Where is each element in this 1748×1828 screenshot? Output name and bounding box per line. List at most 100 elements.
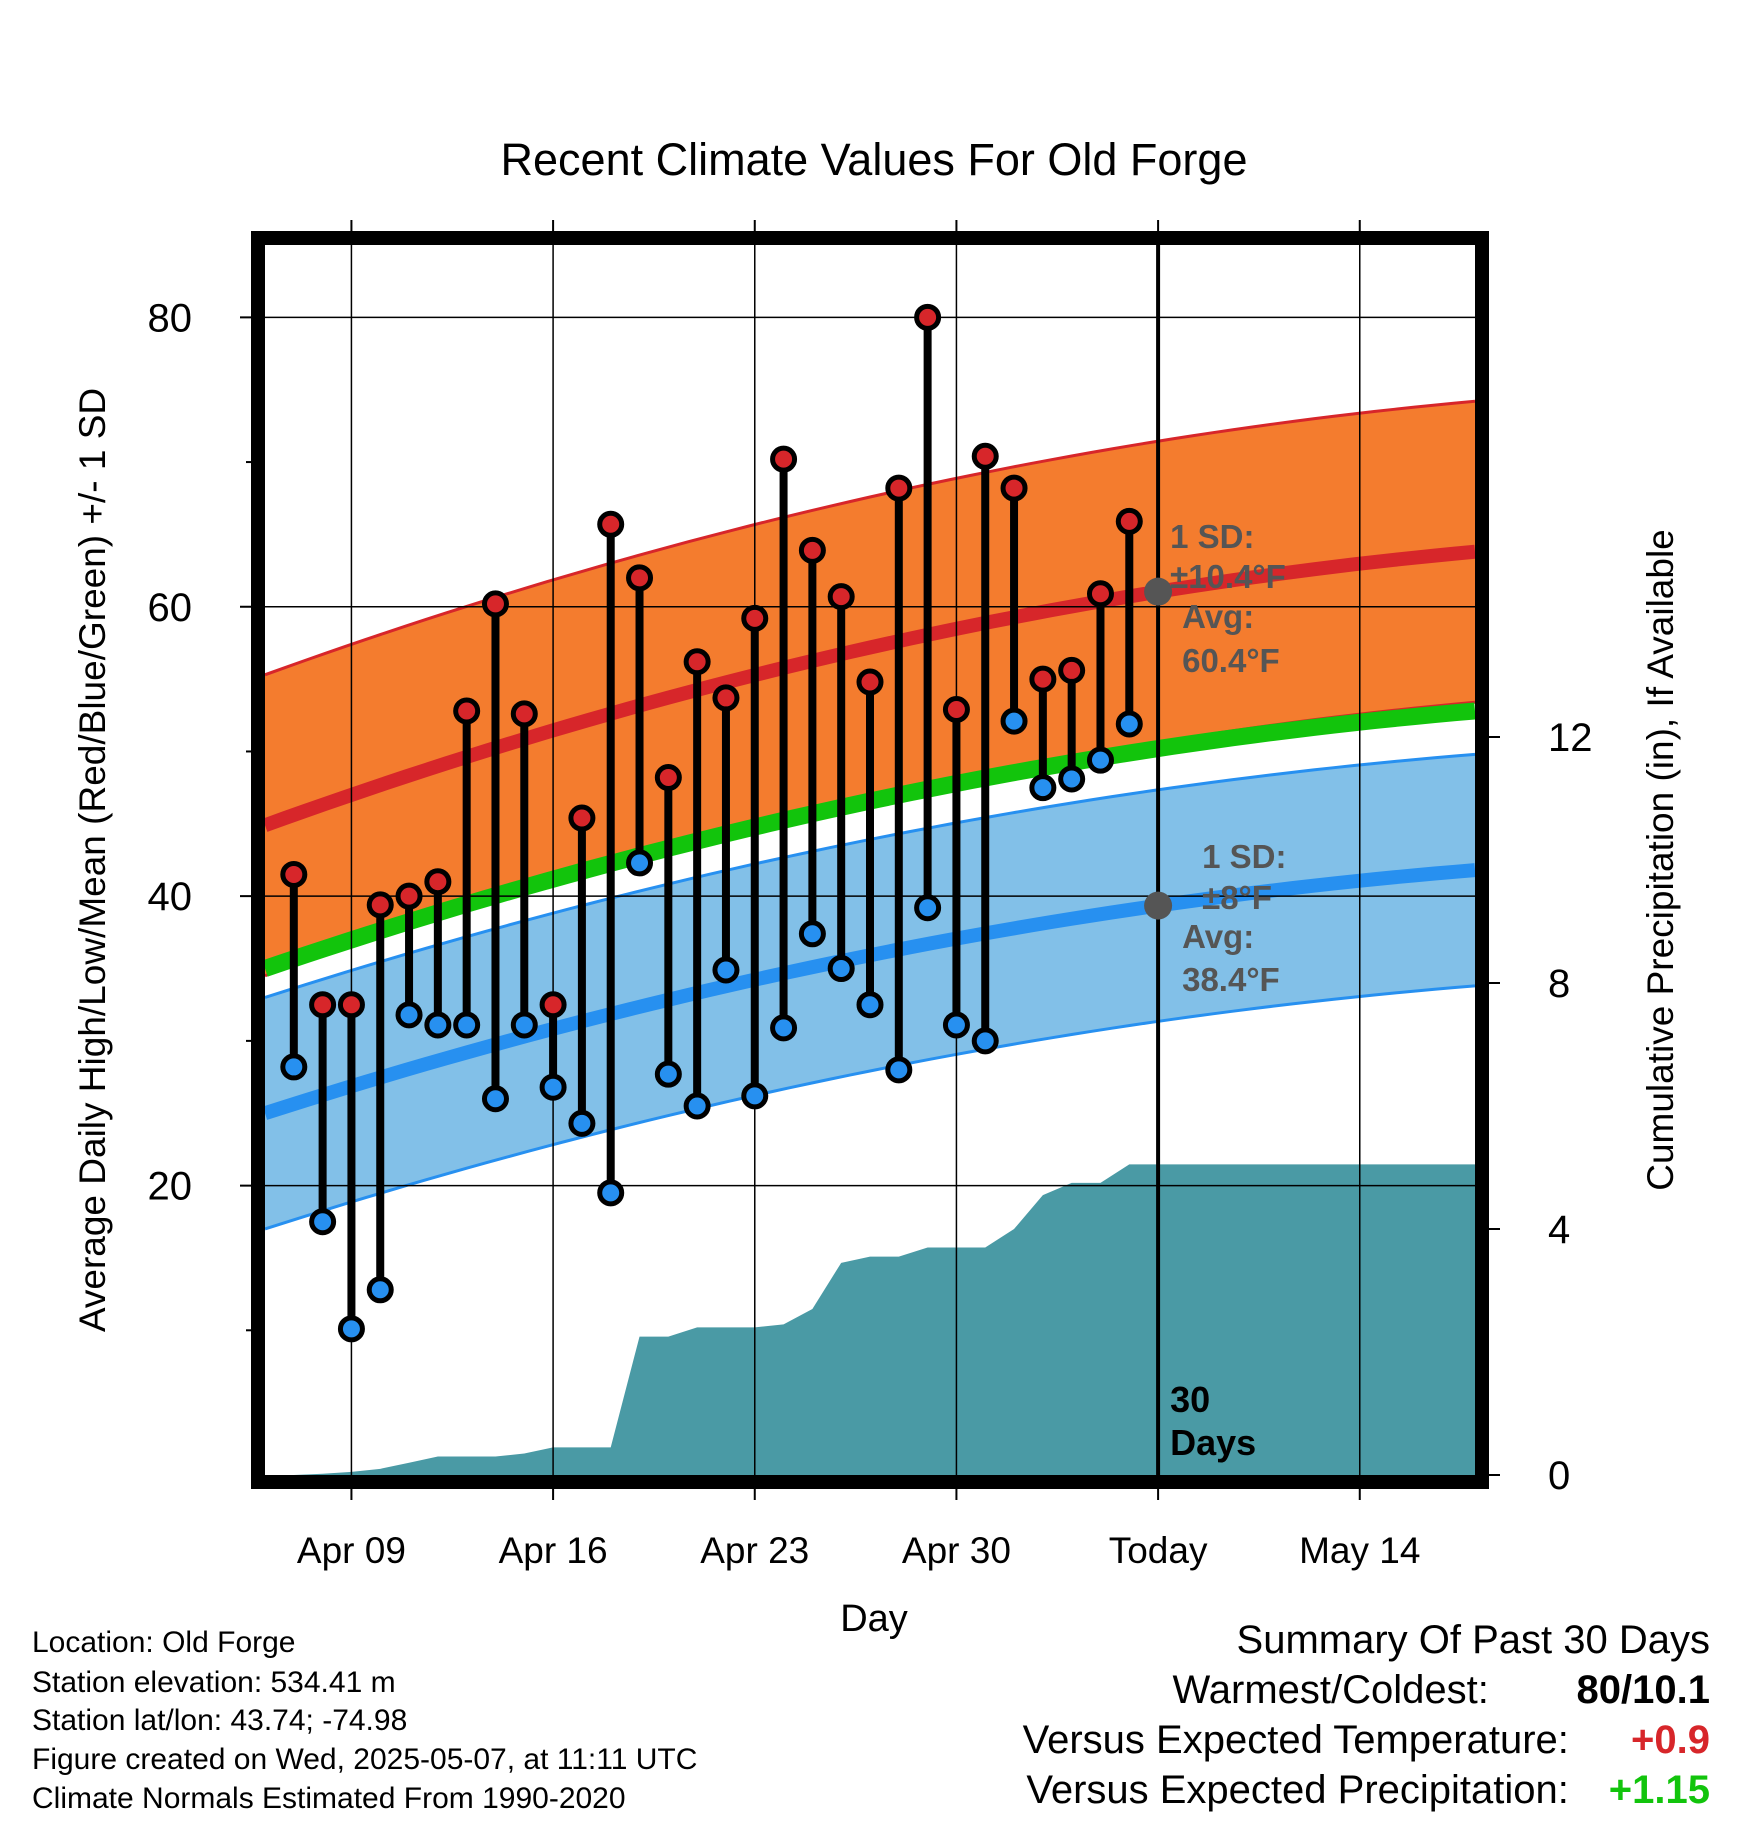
- daily-low-point: [510, 1011, 538, 1039]
- low-avg-label: Avg:: [1182, 918, 1254, 955]
- summary-warm-cold-label: Warmest/Coldest:: [1172, 1668, 1489, 1712]
- y-tick-label-left: 20: [148, 1165, 193, 1209]
- daily-high-point: [827, 583, 855, 611]
- daily-low-point: [798, 920, 826, 948]
- daily-low-point: [626, 849, 654, 877]
- daily-low-point: [453, 1011, 481, 1039]
- daily-low-point: [309, 1208, 337, 1236]
- x-tick-label: Apr 16: [499, 1530, 608, 1571]
- footer-location: Location: Old Forge: [32, 1626, 296, 1659]
- daily-high-point: [626, 564, 654, 592]
- daily-high-point: [280, 860, 308, 888]
- x-tick-label: Apr 09: [297, 1530, 406, 1571]
- summary-warm-cold-row: Warmest/Coldest: 80/10.1: [1173, 1668, 1711, 1713]
- daily-high-point: [1086, 580, 1114, 608]
- daily-low-point: [885, 1056, 913, 1084]
- summary-precip-label: Versus Expected Precipitation:: [1026, 1768, 1569, 1812]
- x-tick-label: May 14: [1299, 1530, 1420, 1571]
- low-sd-value: ±8°F: [1202, 879, 1272, 916]
- daily-low-point: [1029, 774, 1057, 802]
- daily-low-point: [568, 1109, 596, 1137]
- daily-high-point: [1115, 507, 1143, 535]
- chart-title: Recent Climate Values For Old Forge: [501, 134, 1248, 185]
- daily-low-point: [712, 956, 740, 984]
- summary-temp-value: +0.9: [1631, 1718, 1710, 1762]
- daily-low-point: [280, 1053, 308, 1081]
- precip-area: [265, 1164, 1475, 1475]
- low-avg-value: 38.4°F: [1182, 961, 1280, 998]
- daily-low-point: [337, 1315, 365, 1343]
- y-tick-label-right: 8: [1548, 962, 1570, 1006]
- daily-high-point: [856, 668, 884, 696]
- daily-low-point: [395, 1001, 423, 1029]
- daily-low-point: [942, 1011, 970, 1039]
- daily-high-point: [683, 648, 711, 676]
- daily-high-point: [481, 590, 509, 618]
- y-axis-label-right: Cumulative Precipitation (in), If Availa…: [1640, 529, 1681, 1191]
- summary-precip-value: +1.15: [1608, 1768, 1710, 1812]
- y-tick-label-right: 0: [1548, 1454, 1570, 1498]
- daily-high-point: [942, 696, 970, 724]
- today-low-avg-marker: [1144, 891, 1173, 920]
- summary-precip-row: Versus Expected Precipitation: +1.15: [1026, 1768, 1710, 1813]
- daily-high-point: [741, 604, 769, 632]
- daily-low-point: [654, 1060, 682, 1088]
- y-axis-label-left: Average Daily High/Low/Mean (Red/Blue/Gr…: [72, 388, 113, 1332]
- summary-title: Summary Of Past 30 Days: [1236, 1618, 1710, 1662]
- summary-temp-label: Versus Expected Temperature:: [1022, 1718, 1569, 1762]
- footer-created: Figure created on Wed, 2025-05-07, at 11…: [32, 1743, 698, 1776]
- today-high-avg-marker: [1144, 577, 1173, 606]
- daily-high-point: [1000, 474, 1028, 502]
- daily-high-point: [597, 510, 625, 538]
- high-sd-value: ±10.4°F: [1170, 558, 1286, 595]
- daily-high-point: [914, 303, 942, 331]
- daily-low-point: [597, 1179, 625, 1207]
- daily-high-point: [395, 882, 423, 910]
- daily-high-point: [366, 891, 394, 919]
- daily-high-point: [510, 700, 538, 728]
- x-tick-label: Apr 30: [902, 1530, 1011, 1571]
- y-tick-label-right: 4: [1548, 1208, 1570, 1252]
- daily-high-point: [770, 445, 798, 473]
- daily-low-point: [1058, 765, 1086, 793]
- low-sd-label: 1 SD:: [1202, 838, 1286, 875]
- y-tick-label-left: 60: [148, 586, 193, 630]
- summary-warm-cold-value: 80/10.1: [1576, 1668, 1710, 1712]
- days-unit-label: Days: [1170, 1422, 1256, 1463]
- high-sd-label: 1 SD:: [1170, 518, 1254, 555]
- low-sd-lower-edge: [265, 984, 1475, 1231]
- daily-high-point: [337, 991, 365, 1019]
- daily-high-point: [1058, 656, 1086, 684]
- daily-high-point: [712, 684, 740, 712]
- daily-low-point: [481, 1085, 509, 1113]
- daily-high-point: [885, 474, 913, 502]
- x-tick-label: Apr 23: [700, 1530, 809, 1571]
- high-avg-label: Avg:: [1182, 598, 1254, 635]
- daily-low-point: [971, 1027, 999, 1055]
- y-tick-label-right: 12: [1548, 716, 1593, 760]
- days-count-label: 30: [1170, 1379, 1210, 1420]
- daily-high-point: [568, 804, 596, 832]
- daily-low-point: [741, 1082, 769, 1110]
- daily-low-point: [827, 955, 855, 983]
- footer-normals: Climate Normals Estimated From 1990-2020: [32, 1782, 626, 1815]
- daily-low-point: [683, 1092, 711, 1120]
- x-tick-label: Today: [1109, 1530, 1208, 1571]
- daily-high-point: [654, 764, 682, 792]
- daily-high-point: [1029, 665, 1057, 693]
- plot-frame: [251, 231, 1489, 1489]
- daily-high-point: [971, 442, 999, 470]
- x-axis-label: Day: [840, 1598, 908, 1640]
- footer-latlon: Station lat/lon: 43.74; -74.98: [32, 1704, 408, 1737]
- daily-high-point: [798, 536, 826, 564]
- daily-low-point: [1086, 746, 1114, 774]
- daily-high-point: [539, 991, 567, 1019]
- y-tick-label-left: 40: [148, 875, 193, 919]
- daily-low-point: [366, 1276, 394, 1304]
- daily-low-point: [424, 1011, 452, 1039]
- daily-high-point: [309, 991, 337, 1019]
- daily-high-point: [453, 697, 481, 725]
- daily-low-point: [914, 894, 942, 922]
